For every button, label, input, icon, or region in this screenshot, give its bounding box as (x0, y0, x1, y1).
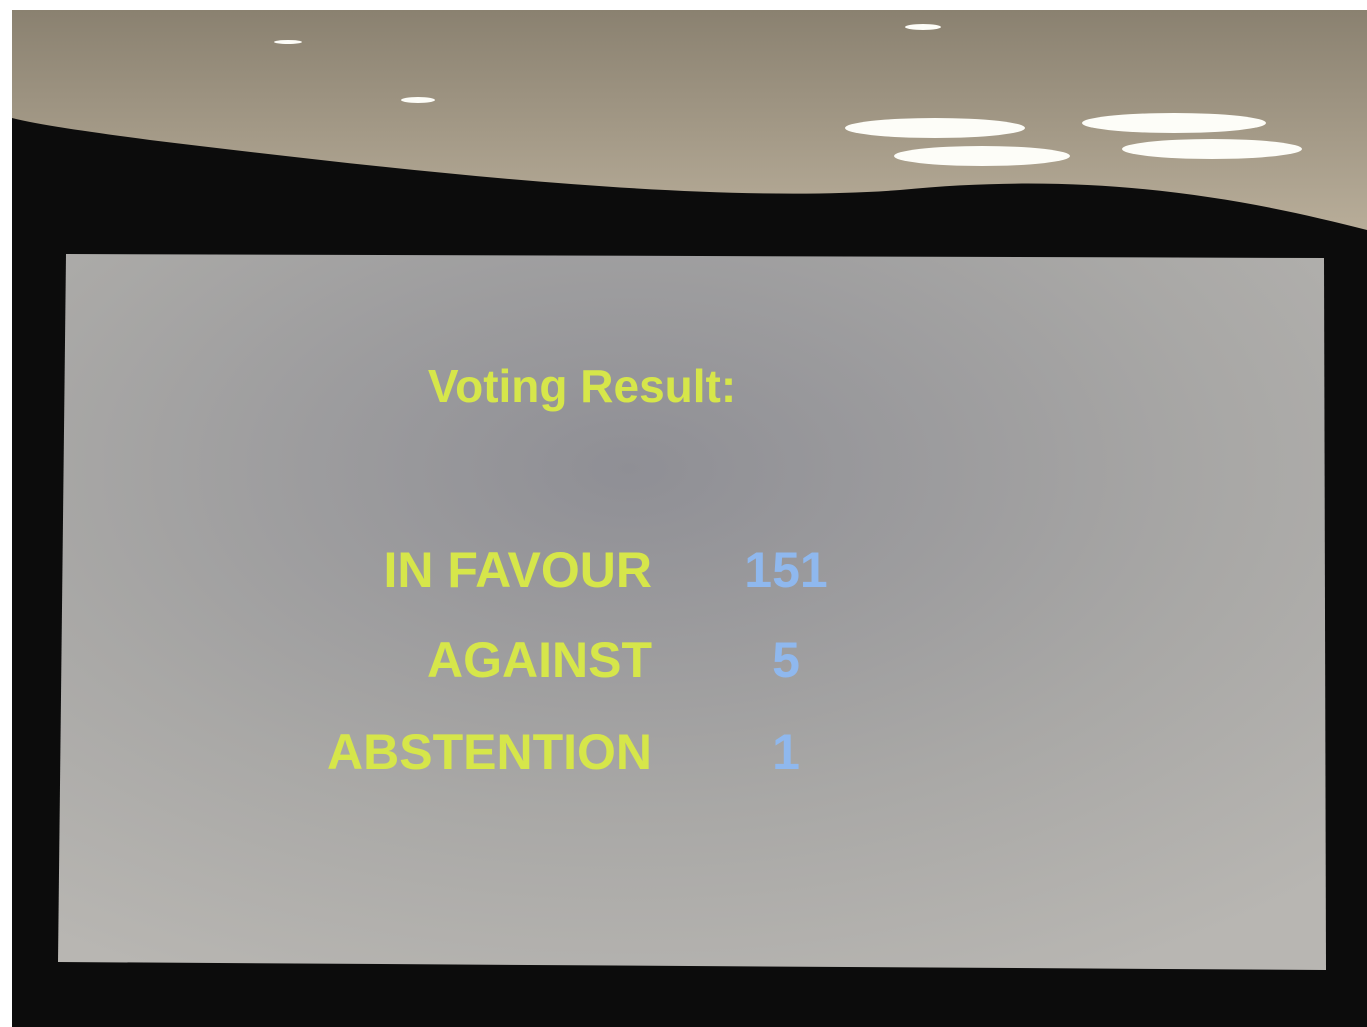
vote-count: 5 (772, 632, 800, 688)
vote-count: 151 (744, 542, 827, 598)
vote-count: 1 (772, 724, 800, 780)
vote-label: AGAINST (427, 632, 652, 688)
vote-label: IN FAVOUR (383, 542, 652, 598)
vote-label: ABSTENTION (327, 724, 652, 780)
title: Voting Result: (428, 360, 736, 412)
photo: Voting Result: IN FAVOUR 151 AGAINST 5 ABSTE… (0, 0, 1367, 1027)
